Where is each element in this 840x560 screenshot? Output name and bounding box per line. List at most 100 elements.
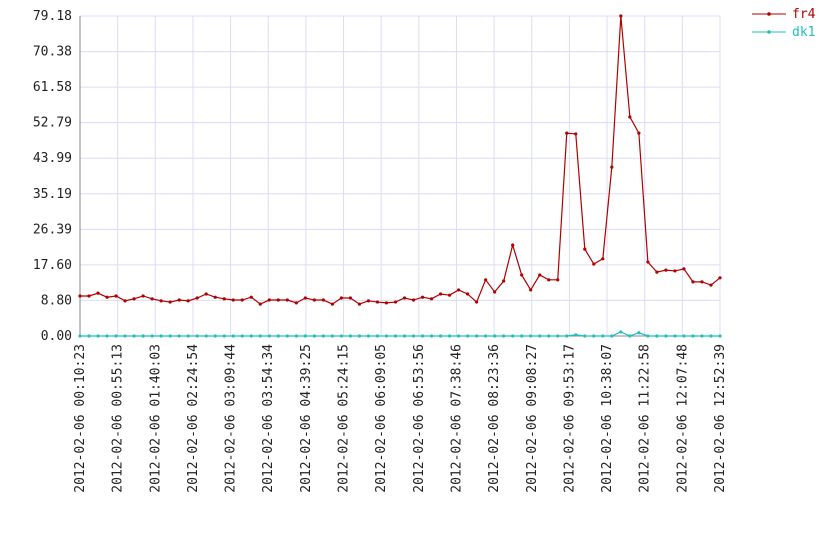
point [601, 257, 605, 261]
y-tick-label: 26.39 [33, 222, 72, 237]
point [520, 334, 524, 338]
point [628, 115, 632, 119]
point [366, 334, 371, 338]
point [502, 279, 506, 283]
point [213, 334, 217, 338]
point [520, 273, 524, 277]
point [240, 298, 244, 302]
point [547, 278, 551, 282]
point [348, 296, 353, 300]
point [231, 334, 235, 338]
point [709, 334, 713, 338]
x-tick-label: 2012-02-06 12:52:39 [713, 344, 728, 493]
point [402, 334, 407, 338]
x-tick-label: 2012-02-06 11:22:58 [638, 344, 653, 493]
x-tick-label: 2012-02-06 07:38:46 [449, 344, 464, 493]
point [673, 269, 677, 273]
point [682, 267, 686, 271]
point [493, 290, 497, 294]
point [646, 334, 650, 338]
point [177, 334, 181, 338]
point [718, 334, 722, 338]
point [655, 270, 659, 274]
point [384, 334, 389, 338]
point [429, 334, 434, 338]
point [538, 334, 542, 338]
point [114, 334, 118, 338]
y-tick-label: 61.58 [33, 80, 72, 95]
point [664, 268, 668, 272]
point [592, 334, 596, 338]
y-tick-label: 52.79 [33, 116, 72, 131]
point [456, 334, 461, 338]
point [700, 280, 704, 284]
point [213, 295, 217, 299]
point [493, 334, 497, 338]
point [222, 297, 226, 301]
point [429, 297, 434, 301]
point [610, 165, 614, 169]
y-tick-label: 43.99 [33, 151, 72, 166]
x-tick-label: 2012-02-06 08:23:36 [487, 344, 502, 493]
point [132, 334, 136, 338]
point [78, 334, 82, 338]
point [529, 334, 533, 338]
point [475, 334, 479, 338]
point [610, 334, 614, 338]
x-tick-label: 2012-02-06 10:38:07 [600, 344, 615, 493]
point [303, 296, 307, 300]
point [673, 334, 677, 338]
point [384, 301, 389, 305]
legend-label: dk1 [792, 25, 815, 40]
x-tick-label: 2012-02-06 02:24:54 [186, 344, 201, 493]
point [529, 288, 533, 292]
point [438, 292, 443, 296]
point [150, 297, 154, 301]
point [556, 334, 560, 338]
series-line [80, 15, 721, 305]
point [691, 334, 695, 338]
point [276, 298, 280, 302]
x-tick-label: 2012-02-06 09:08:27 [525, 344, 540, 493]
point [240, 334, 244, 338]
point [484, 334, 488, 338]
legend-marker [767, 12, 771, 16]
point [339, 334, 344, 338]
point [249, 295, 253, 299]
x-tick-label: 2012-02-06 00:55:13 [111, 344, 126, 493]
point [637, 131, 641, 135]
point [411, 334, 416, 338]
point [357, 302, 362, 306]
point [303, 334, 307, 338]
point [285, 298, 289, 302]
x-tick-label: 2012-02-06 04:39:25 [299, 344, 314, 493]
point [402, 296, 407, 300]
x-tick-label: 2012-02-06 06:09:05 [374, 344, 389, 493]
point [456, 288, 461, 292]
point [249, 334, 253, 338]
point [447, 334, 452, 338]
point [123, 334, 127, 338]
point [583, 247, 587, 251]
x-tick-label: 2012-02-06 09:53:17 [562, 344, 577, 493]
point [168, 334, 172, 338]
point [123, 299, 127, 303]
point [357, 334, 362, 338]
point [420, 334, 425, 338]
point [267, 298, 271, 302]
point [132, 297, 136, 301]
point [294, 301, 298, 305]
point [87, 294, 91, 298]
point [619, 330, 623, 334]
point [231, 298, 235, 302]
point [366, 299, 371, 303]
point [484, 278, 488, 282]
point [96, 334, 100, 338]
point [411, 298, 416, 302]
point [330, 302, 334, 306]
point [475, 300, 479, 304]
point [375, 334, 380, 338]
point [565, 334, 569, 338]
point [321, 334, 325, 338]
point [222, 334, 226, 338]
